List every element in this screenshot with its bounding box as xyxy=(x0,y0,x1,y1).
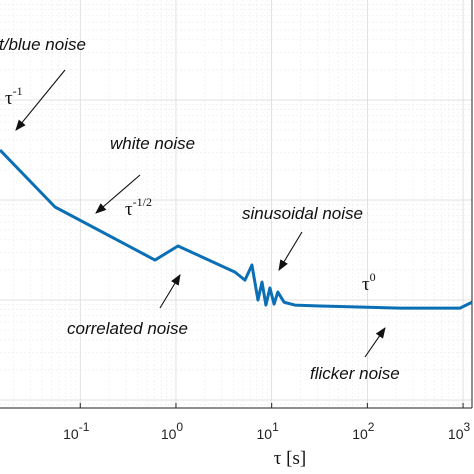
x-tick-exponent: 1 xyxy=(272,420,279,434)
arrow xyxy=(364,327,386,358)
x-tick-exponent: 3 xyxy=(464,420,471,434)
annotation: correlated noise xyxy=(67,319,188,338)
arrow xyxy=(15,69,66,131)
x-tick-base: 10 xyxy=(352,426,368,442)
x-tick-label: 101 xyxy=(257,420,280,442)
annotation: τ0 xyxy=(362,270,376,295)
x-axis-label: τ [s] xyxy=(274,448,306,469)
x-tick-exponent: 2 xyxy=(368,420,375,434)
x-tick-label: 100 xyxy=(161,420,184,442)
arrow xyxy=(278,231,303,271)
arrow xyxy=(95,174,141,214)
annotation: sinusoidal noise xyxy=(242,204,363,223)
x-tick-base: 10 xyxy=(448,426,464,442)
x-tick-label: 10-1 xyxy=(63,420,90,442)
annotation: flicker noise xyxy=(310,364,400,383)
annotation: τ-1 xyxy=(5,84,23,109)
x-tick-base: 10 xyxy=(257,426,273,442)
x-tick-exponent: -1 xyxy=(79,420,90,434)
annotation: white noise xyxy=(110,134,195,153)
x-tick-base: 10 xyxy=(63,426,79,442)
annotation: τ-1/2 xyxy=(125,195,152,220)
x-tick-exponent: 0 xyxy=(176,420,183,434)
annotation: t/blue noise xyxy=(0,35,86,54)
x-tick-base: 10 xyxy=(161,426,177,442)
x-tick-label: 103 xyxy=(448,420,471,442)
arrow xyxy=(159,274,181,309)
x-tick-label: 102 xyxy=(352,420,375,442)
data-line xyxy=(0,148,473,310)
